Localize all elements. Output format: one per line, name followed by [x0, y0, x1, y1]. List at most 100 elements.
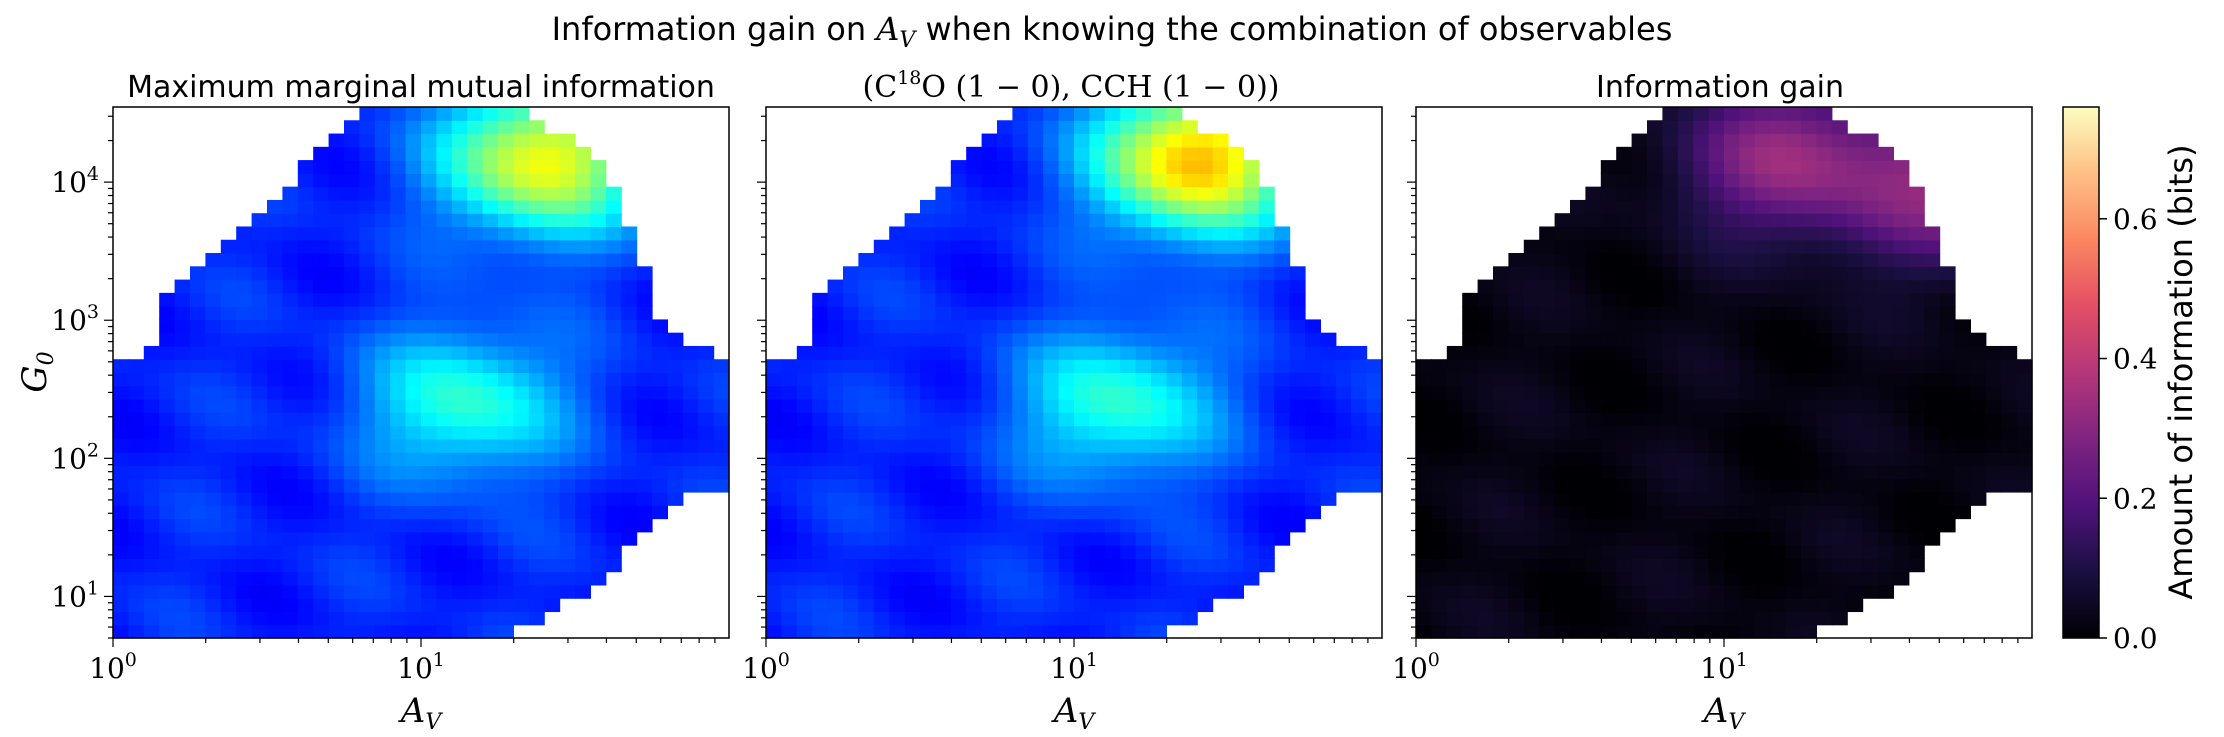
heatmap-cell — [575, 491, 591, 506]
heatmap-cell — [1212, 584, 1229, 599]
heatmap-cell — [1924, 306, 1941, 321]
heatmap-cell — [1662, 438, 1679, 453]
heatmap-cell — [889, 531, 906, 546]
heatmap-cell — [1135, 253, 1152, 267]
heatmap-cell — [390, 412, 407, 427]
heatmap-cell — [682, 425, 699, 440]
heatmap-cell — [374, 545, 391, 559]
heatmap-cell — [1104, 518, 1121, 533]
heatmap-cell — [113, 584, 129, 599]
heatmap-cell — [1228, 359, 1244, 374]
heatmap-cell — [1012, 491, 1029, 506]
heatmap-cell — [328, 199, 345, 214]
heatmap-cell — [1320, 491, 1337, 506]
heatmap-cell — [950, 465, 967, 480]
heatmap-cell — [436, 279, 453, 294]
heatmap-cell — [482, 133, 499, 148]
heatmap-cell — [267, 545, 283, 559]
heatmap-cell — [1523, 598, 1540, 613]
heatmap-cell — [1554, 292, 1571, 307]
heatmap-cell — [1058, 452, 1075, 467]
heatmap-cell — [935, 199, 952, 214]
heatmap-cell — [827, 598, 844, 613]
heatmap-cell — [159, 452, 176, 467]
heatmap-cell — [781, 598, 798, 613]
heatmap-cell — [1847, 186, 1864, 201]
heatmap-cell — [267, 359, 283, 374]
heatmap-cell — [498, 624, 514, 639]
heatmap-cell — [1831, 173, 1848, 188]
heatmap-cell — [1058, 385, 1075, 400]
heatmap-cell — [858, 266, 875, 281]
heatmap-cell — [1739, 425, 1756, 440]
heatmap-cell — [1027, 146, 1044, 161]
heatmap-cell — [1816, 611, 1833, 626]
heatmap-cell — [467, 491, 484, 506]
heatmap-cell — [1924, 465, 1941, 480]
heatmap-cell — [1197, 598, 1214, 613]
heatmap-cell — [1493, 611, 1509, 626]
heatmap-cell — [405, 372, 422, 387]
heatmap-cell — [1708, 545, 1725, 559]
heatmap-cell — [1677, 584, 1694, 599]
heatmap-cell — [1878, 584, 1894, 599]
heatmap-cell — [1493, 425, 1509, 440]
heatmap-cell — [766, 505, 782, 520]
heatmap-cell — [1228, 345, 1244, 360]
heatmap-cell — [1816, 292, 1833, 307]
heatmap-cell — [1631, 584, 1648, 599]
heatmap-cell — [1677, 160, 1694, 174]
heatmap-cell — [544, 186, 561, 201]
heatmap-cell — [1770, 611, 1787, 626]
heatmap-cell — [1801, 372, 1817, 387]
heatmap-cell — [1135, 120, 1152, 135]
heatmap-cell — [528, 611, 545, 626]
heatmap-cell — [1012, 558, 1029, 573]
heatmap-cell — [236, 478, 253, 493]
heatmap-cell — [858, 505, 875, 520]
heatmap-cell — [328, 558, 345, 573]
heatmap-cell — [482, 292, 499, 307]
heatmap-cell — [920, 266, 936, 281]
heatmap-cell — [220, 399, 237, 413]
heatmap-cell — [1585, 531, 1602, 546]
heatmap-cell — [328, 213, 345, 228]
heatmap-cell — [1554, 385, 1571, 400]
heatmap-cell — [1816, 478, 1833, 493]
heatmap-cell — [904, 438, 921, 453]
heatmap-cell — [1058, 160, 1075, 174]
heatmap-cell — [1243, 292, 1260, 307]
heatmap-cell — [421, 545, 437, 559]
heatmap-cell — [1554, 491, 1571, 506]
heatmap-cell — [1508, 491, 1525, 506]
heatmap-cell — [997, 598, 1013, 613]
heatmap-cell — [873, 266, 890, 281]
heatmap-cell — [590, 239, 607, 254]
heatmap-cell — [1462, 558, 1479, 573]
heatmap-cell — [1027, 292, 1044, 307]
heatmap-cell — [390, 438, 407, 453]
heatmap-cell — [390, 186, 407, 201]
heatmap-cell — [1446, 452, 1463, 467]
heatmap-cell — [1600, 266, 1617, 281]
heatmap-cell — [1816, 412, 1833, 427]
heatmap-cell — [313, 319, 330, 334]
heatmap-cell — [513, 266, 530, 281]
heatmap-cell — [1197, 545, 1214, 559]
heatmap-cell — [220, 412, 237, 427]
heatmap-cell — [528, 452, 545, 467]
heatmap-cell — [1027, 160, 1044, 174]
heatmap-cell — [1739, 199, 1756, 214]
heatmap-cell — [1554, 571, 1571, 586]
heatmap-cell — [858, 399, 875, 413]
heatmap-cell — [467, 598, 484, 613]
heatmap-cell — [1908, 505, 1925, 520]
heatmap-cell — [1585, 226, 1602, 241]
heatmap-cell — [950, 531, 967, 546]
heatmap-cell — [1878, 491, 1894, 506]
heatmap-cell — [1708, 372, 1725, 387]
heatmap-cell — [1708, 319, 1725, 334]
heatmap-cell — [667, 372, 684, 387]
heatmap-cell — [1677, 213, 1694, 228]
heatmap-cell — [528, 239, 545, 254]
